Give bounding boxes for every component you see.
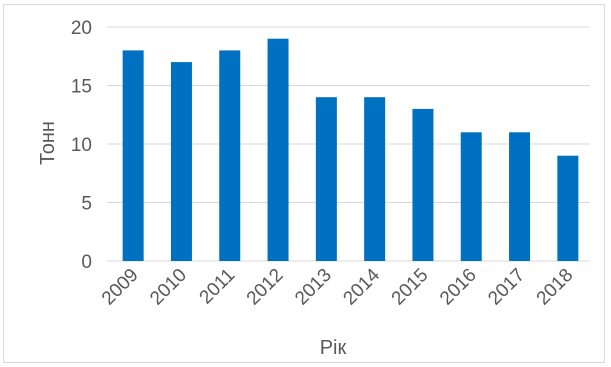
- x-tick-label: 2017: [484, 265, 529, 310]
- y-tick-label: 20: [71, 18, 92, 39]
- x-tick-label: 2018: [533, 265, 578, 310]
- y-tick-label: 5: [81, 194, 92, 215]
- y-tick-label: 10: [71, 135, 92, 156]
- bar-2013: [315, 97, 337, 261]
- x-tick-label: 2012: [243, 265, 288, 310]
- bar-2014: [364, 97, 386, 261]
- x-tick-label: 2016: [436, 265, 481, 310]
- y-axis-title: Тонн: [37, 121, 59, 165]
- y-tick-label: 15: [71, 77, 92, 98]
- chart-frame: [3, 4, 605, 363]
- x-axis-title: Рік: [320, 337, 347, 359]
- y-tick-label: 0: [81, 252, 92, 273]
- bar-2018: [557, 155, 579, 261]
- x-tick-label: 2010: [146, 265, 191, 310]
- x-tick-label: 2014: [339, 264, 384, 309]
- x-tick-label: 2011: [196, 265, 240, 309]
- bar-2009: [122, 50, 144, 262]
- bar-2017: [509, 132, 531, 261]
- bar-2012: [267, 38, 289, 262]
- x-tick-label: 2013: [291, 265, 336, 310]
- bar-2016: [460, 132, 482, 261]
- bar-2015: [412, 108, 434, 262]
- bar-2010: [170, 62, 192, 261]
- x-axis-ticks: 2009 2010 2011 2012 2013 2014 2015 2016 2017 2018: [98, 264, 577, 309]
- y-axis-ticks: 0 5 10 15 20: [71, 18, 92, 273]
- x-tick-label: 2015: [388, 265, 433, 310]
- x-tick-label: 2009: [98, 265, 143, 310]
- bars: [122, 38, 579, 262]
- bar-2011: [219, 50, 241, 262]
